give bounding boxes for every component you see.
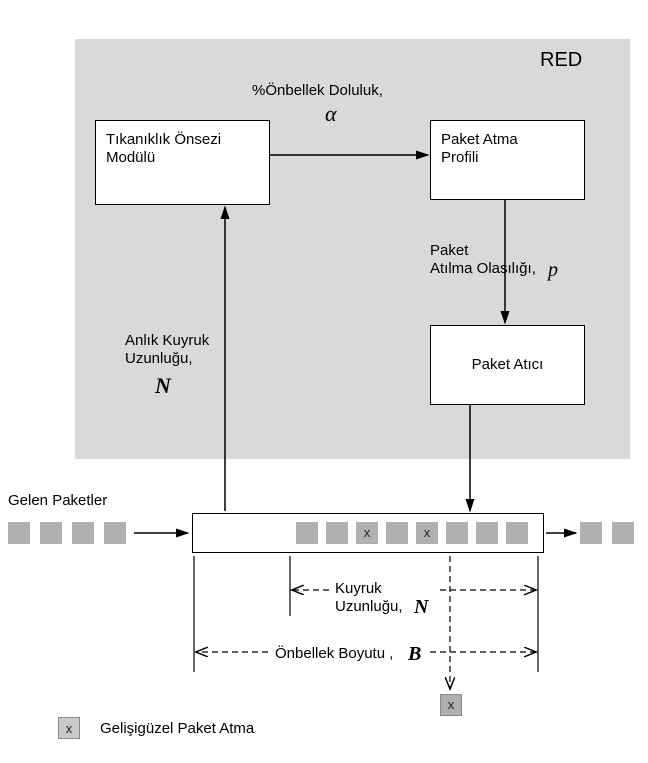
dim-onbellek-sym: B: [408, 642, 421, 667]
queue-packet: [356, 522, 378, 544]
queue-packet: [476, 522, 498, 544]
title-red: RED: [540, 48, 582, 73]
node-onsezi: Tıkanıklık Önsezi Modülü: [95, 120, 270, 205]
label-p-line1: Paket: [430, 242, 468, 261]
symbol-alpha: α: [325, 100, 337, 128]
diagram-canvas: RED Tıkanıklık Önsezi Modülü Paket Atma …: [0, 0, 648, 763]
queue-packet: [446, 522, 468, 544]
incoming-packet: [40, 522, 62, 544]
queue-packet: [416, 522, 438, 544]
dim-kuyruk-sym: N: [414, 595, 428, 620]
node-atici-label: Paket Atıcı: [472, 356, 544, 375]
dim-kuyruk-l1: Kuyruk: [335, 580, 382, 599]
outgoing-packet: [580, 522, 602, 544]
queue-packet: [326, 522, 348, 544]
node-profil-l1: Paket Atma: [441, 131, 518, 150]
node-profil-l2: Profili: [441, 149, 479, 168]
queue-packet: [386, 522, 408, 544]
node-onsezi-l2: Modülü: [106, 149, 155, 168]
legend-text: Gelişigüzel Paket Atma: [100, 720, 254, 739]
legend-square: x: [58, 717, 80, 739]
incoming-label: Gelen Paketler: [8, 492, 107, 511]
label-alpha-line: %Önbellek Doluluk,: [252, 82, 383, 101]
dim-kuyruk-l2: Uzunluğu,: [335, 598, 403, 617]
symbol-n: N: [155, 372, 171, 400]
label-p-line2: Atılma Olasılığı,: [430, 260, 536, 279]
node-profil: Paket Atma Profili: [430, 120, 585, 200]
incoming-packet: [104, 522, 126, 544]
incoming-packet: [72, 522, 94, 544]
node-atici: Paket Atıcı: [430, 325, 585, 405]
queue-packet: [296, 522, 318, 544]
node-onsezi-l1: Tıkanıklık Önsezi: [106, 131, 221, 150]
queue-packet: [506, 522, 528, 544]
label-n-line2: Uzunluğu,: [125, 350, 193, 369]
symbol-p: p: [548, 258, 558, 283]
dim-onbellek: Önbellek Boyutu ,: [275, 645, 393, 664]
dropped-packet: [440, 694, 462, 716]
label-n-line1: Anlık Kuyruk: [125, 332, 209, 351]
incoming-packet: [8, 522, 30, 544]
outgoing-packet: [612, 522, 634, 544]
